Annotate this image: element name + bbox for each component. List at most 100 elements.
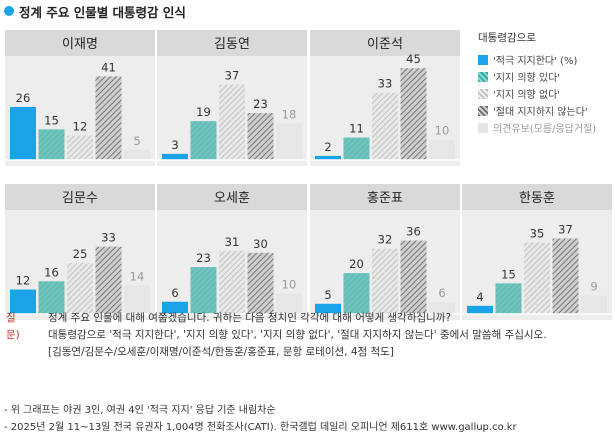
legend-label-strong-support: '적극 지지한다' (%) — [493, 56, 578, 67]
bar-undecided — [581, 295, 607, 314]
bar-strong-support — [315, 303, 341, 314]
bar-value-label: 36 — [406, 225, 421, 239]
bar-value-label: 20 — [349, 257, 364, 271]
panel-header — [310, 184, 460, 210]
bar-undecided — [124, 149, 150, 160]
panel-header — [5, 30, 155, 56]
bar-never-support — [247, 113, 274, 160]
chart-title: 정계 주요 인물별 대통령감 인식 — [4, 0, 186, 22]
footnote-sort-order: - 위 그래프는 야권 3인, 여권 4인 '적극 지지' 응답 기준 내림차순 — [4, 405, 276, 416]
bar-no-support — [372, 248, 398, 314]
bar-value-label: 35 — [530, 227, 545, 241]
bar-value-label: 5 — [324, 288, 331, 302]
footnotes: - 위 그래프는 야권 3인, 여권 4인 '적극 지지' 응답 기준 내림차순… — [4, 402, 517, 436]
bar-value-label: 37 — [558, 223, 573, 237]
bar-no-support — [372, 92, 398, 160]
bar-overlay-some-support — [343, 137, 370, 160]
panel-title: 오세훈 — [214, 191, 250, 206]
panel-header — [5, 184, 155, 210]
bar-value-label: 12 — [73, 120, 88, 134]
bar-no-support — [67, 263, 93, 314]
bar-overlay-some-support — [190, 121, 217, 160]
bar-value-label: 6 — [171, 286, 178, 300]
question-label: 질문) — [6, 312, 20, 341]
legend-item-never-support: '절대 지지하지 않는다' — [478, 102, 596, 119]
bar-value-label: 10 — [435, 124, 450, 138]
bar-value-label: 37 — [225, 69, 240, 83]
legend-item-undecided: 의견유보(모름/응답거절) — [478, 119, 596, 136]
legend-label-never-support: '절대 지지하지 않는다' — [493, 107, 588, 118]
legend-item-some-support: '지지 의향 있다' — [478, 68, 596, 85]
bar-strong-support — [162, 301, 188, 314]
bar-value-label: 10 — [282, 278, 297, 292]
bar-value-label: 19 — [196, 105, 211, 119]
question-line-1: 정계 주요 인물에 대해 여쭙겠습니다. 귀하는 다음 정치인 각각에 대해 어… — [48, 312, 452, 324]
bar-value-label: 45 — [406, 52, 421, 66]
bar-value-label: 33 — [378, 77, 393, 91]
bar-strong-support — [162, 153, 188, 160]
bar-value-label: 14 — [130, 269, 145, 283]
panel-title: 이재명 — [62, 37, 98, 52]
bar-value-label: 2 — [324, 140, 331, 154]
bar-never-support — [400, 68, 427, 160]
bar-value-label: 11 — [349, 122, 364, 136]
legend-label-no-support: '지지 의향 없다' — [493, 90, 561, 101]
bar-never-support — [95, 246, 122, 314]
legend-swatch-strong-support — [478, 54, 488, 65]
bar-value-label: 12 — [16, 274, 31, 288]
panel-header — [462, 184, 612, 210]
panel-title: 김동연 — [214, 37, 250, 52]
legend-label-some-support: '지지 의향 있다' — [493, 73, 561, 84]
bar-undecided — [429, 139, 455, 160]
bar-never-support — [400, 240, 427, 314]
panel-header — [157, 30, 307, 56]
bar-value-label: 23 — [253, 97, 268, 111]
legend-swatch-some-support — [478, 71, 488, 82]
bar-never-support — [247, 252, 274, 314]
bar-never-support — [95, 76, 122, 160]
panel-header — [157, 184, 307, 210]
legend-label-undecided: 의견유보(모름/응답거절) — [493, 124, 597, 135]
bar-no-support — [67, 135, 93, 160]
bar-overlay-some-support — [38, 281, 65, 314]
bar-undecided — [124, 285, 150, 314]
bar-value-label: 3 — [171, 138, 178, 152]
bar-value-label: 26 — [16, 91, 31, 105]
legend: 대통령감으로 '적극 지지한다' (%) '지지 의향 있다' '지지 의향 없… — [478, 30, 596, 136]
legend-swatch-no-support — [478, 88, 488, 99]
bar-value-label: 23 — [196, 251, 211, 265]
legend-item-no-support: '지지 의향 없다' — [478, 85, 596, 102]
bar-overlay-some-support — [343, 273, 370, 314]
bar-overlay-some-support — [495, 283, 522, 314]
bar-strong-support — [10, 106, 36, 160]
panel-header — [310, 30, 460, 56]
bar-value-label: 41 — [101, 60, 116, 74]
bar-no-support — [219, 250, 245, 314]
bar-no-support — [219, 84, 245, 160]
bar-value-label: 33 — [101, 231, 116, 245]
bar-value-label: 18 — [282, 107, 297, 121]
bar-value-label: 31 — [225, 235, 240, 249]
bar-value-label: 15 — [501, 267, 516, 281]
panel-title: 한동훈 — [519, 191, 555, 206]
legend-swatch-never-support — [478, 105, 488, 116]
bar-value-label: 9 — [590, 280, 597, 294]
bar-strong-support — [10, 289, 36, 314]
title-bullet-icon — [4, 6, 14, 16]
bar-undecided — [276, 293, 302, 314]
question-line-2: 대통령감으로 '적극 지지한다', '지지 의향 있다', '지지 의향 없다'… — [48, 329, 547, 341]
panel-title: 홍준표 — [367, 191, 403, 206]
legend-swatch-undecided — [478, 122, 488, 133]
legend-title: 대통령감으로 — [478, 32, 536, 44]
chart-title-text: 정계 주요 인물별 대통령감 인식 — [19, 4, 186, 20]
bar-value-label: 16 — [44, 265, 59, 279]
bar-value-label: 4 — [476, 290, 483, 304]
bar-undecided — [429, 301, 455, 314]
legend-item-strong-support: '적극 지지한다' (%) — [478, 51, 596, 68]
bar-no-support — [524, 242, 550, 314]
bar-value-label: 5 — [133, 134, 140, 148]
bar-strong-support — [467, 305, 493, 314]
bar-overlay-some-support — [38, 129, 65, 160]
bar-value-label: 25 — [73, 247, 88, 261]
